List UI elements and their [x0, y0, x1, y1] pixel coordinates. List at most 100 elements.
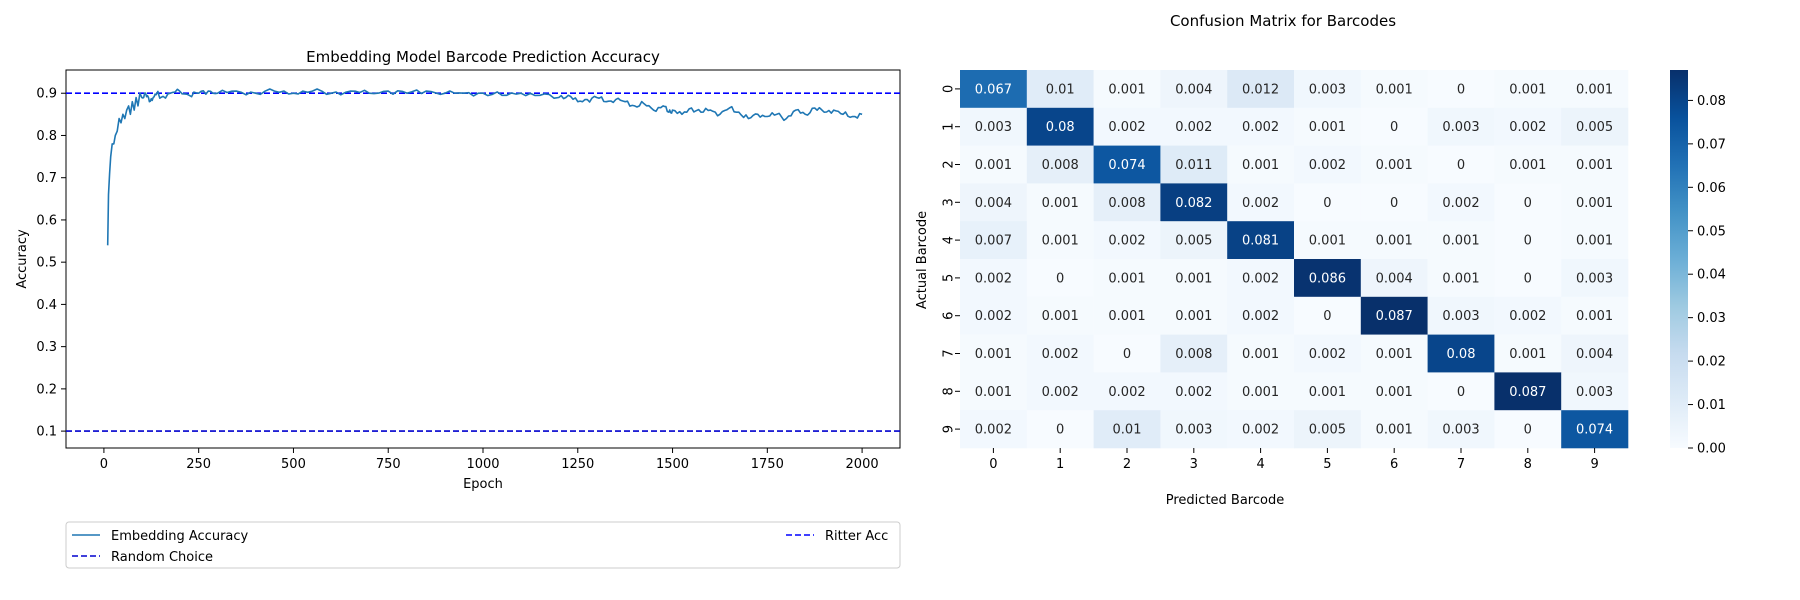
heatmap-cell	[960, 145, 1028, 184]
heatmap-y-ticks: 0 1 2 3 4 5 6 7 8 9	[942, 85, 960, 433]
heatmap-cell	[1427, 183, 1495, 222]
heatmap-cell	[1294, 372, 1362, 411]
heatmap-cell	[1427, 107, 1495, 146]
colorbar-ticks: 0.00 0.01 0.02 0.03 0.04 0.05 0.06 0.07 0.08	[1688, 94, 1726, 457]
heatmap-cell-label: 0.001	[1242, 385, 1279, 400]
x-tick-label: 1750	[751, 457, 784, 472]
heatmap-cell	[1294, 221, 1362, 260]
heatmap-cell	[1227, 296, 1295, 335]
heatmap-cell-label: 0.002	[1175, 120, 1212, 135]
y-tick-label: 0.1	[36, 425, 57, 440]
heatmap-y-tick-label: 9	[942, 425, 957, 433]
heatmap-cell-label: 0.002	[1509, 120, 1546, 135]
heatmap-cell	[1427, 145, 1495, 184]
heatmap-cell	[1427, 296, 1495, 335]
heatmap-cell	[1026, 183, 1094, 222]
x-tick-label: 1500	[656, 457, 689, 472]
heatmap-cell	[1093, 334, 1161, 373]
heatmap-cell	[1561, 145, 1629, 184]
heatmap-cell	[1093, 70, 1161, 109]
heatmap-cell	[1561, 372, 1629, 411]
line-chart-title: Embedding Model Barcode Prediction Accur…	[306, 48, 660, 66]
heatmap-cell-label: 0.074	[1108, 158, 1145, 173]
heatmap-cell-label: 0.001	[1576, 234, 1613, 249]
heatmap-cell	[960, 183, 1028, 222]
heatmap-cell	[1160, 70, 1228, 109]
heatmap-cell-label: 0	[1524, 234, 1532, 249]
heatmap-y-tick-label: 4	[942, 236, 957, 244]
heatmap-cell-label: 0.003	[1576, 385, 1613, 400]
heatmap-cell	[1093, 410, 1161, 449]
heatmap-cell	[1026, 334, 1094, 373]
colorbar-tick-label: 0.05	[1697, 224, 1726, 239]
heatmap-cell-label: 0.002	[1309, 158, 1346, 173]
heatmap-cell	[1093, 296, 1161, 335]
heatmap-cell	[1294, 183, 1362, 222]
heatmap-cell-label: 0.001	[1242, 158, 1279, 173]
heatmap-x-tick-label: 3	[1190, 457, 1198, 472]
heatmap-x-tick-label: 5	[1323, 457, 1331, 472]
heatmap-y-label: Actual Barcode	[915, 211, 930, 309]
heatmap-cell	[1494, 410, 1562, 449]
heatmap-cell-label: 0.067	[975, 82, 1012, 97]
heatmap-cell	[1561, 296, 1629, 335]
y-tick-label: 0.8	[36, 129, 57, 144]
heatmap-cell	[1427, 372, 1495, 411]
heatmap-cell-label: 0.002	[1242, 271, 1279, 286]
heatmap-cell	[960, 334, 1028, 373]
heatmap-cell-label: 0.003	[1442, 120, 1479, 135]
heatmap-cell-label: 0.08	[1046, 120, 1075, 135]
heatmap-cell-label: 0.001	[1309, 120, 1346, 135]
heatmap-cell-label: 0.001	[1376, 347, 1413, 362]
heatmap-x-label: Predicted Barcode	[1166, 493, 1284, 508]
heatmap-cell-label: 0.002	[1242, 423, 1279, 438]
heatmap-cell	[1360, 221, 1428, 260]
heatmap-cell	[1494, 296, 1562, 335]
heatmap-cell-label: 0.002	[1242, 196, 1279, 211]
heatmap-cell-label: 0	[1056, 423, 1064, 438]
heatmap-cell	[1360, 259, 1428, 298]
heatmap-cell-label: 0.001	[1509, 347, 1546, 362]
heatmap-cell	[1294, 107, 1362, 146]
y-tick-label: 0.5	[36, 256, 57, 271]
heatmap-cell-label: 0.001	[1376, 82, 1413, 97]
colorbar-tick-label: 0.07	[1697, 137, 1726, 152]
heatmap-cell-label: 0.002	[1242, 120, 1279, 135]
heatmap-cell	[1494, 145, 1562, 184]
heatmap-cell	[1294, 334, 1362, 373]
heatmap-cell-label: 0.001	[1108, 309, 1145, 324]
heatmap-cell-label: 0.002	[975, 271, 1012, 286]
heatmap-cell-label: 0	[1457, 82, 1465, 97]
heatmap-cell	[1093, 372, 1161, 411]
heatmap-cell-label: 0	[1323, 309, 1331, 324]
heatmap-cell-label: 0.01	[1046, 82, 1075, 97]
heatmap-cell	[1227, 410, 1295, 449]
heatmap-cell-label: 0.001	[1576, 158, 1613, 173]
heatmap-cell	[1561, 410, 1629, 449]
heatmap-cell-label: 0.012	[1242, 82, 1279, 97]
heatmap-cell-label: 0	[1457, 158, 1465, 173]
heatmap-cell-label: 0.003	[1309, 82, 1346, 97]
heatmap-cell-label: 0.087	[1376, 309, 1413, 324]
legend-label-ritter: Ritter Acc	[825, 529, 888, 544]
x-tick-label: 750	[376, 457, 401, 472]
colorbar-tick-label: 0.03	[1697, 311, 1726, 326]
heatmap-cell	[1561, 183, 1629, 222]
heatmap-cell-label: 0.074	[1576, 423, 1613, 438]
heatmap-cell	[1294, 70, 1362, 109]
heatmap-title: Confusion Matrix for Barcodes	[1170, 12, 1396, 30]
heatmap-cell-label: 0.001	[975, 347, 1012, 362]
heatmap-cell-label: 0.002	[975, 423, 1012, 438]
heatmap-y-tick-label: 7	[942, 349, 957, 357]
heatmap-cell-label: 0.001	[1376, 234, 1413, 249]
x-tick-label: 1250	[561, 457, 594, 472]
heatmap-y-tick-label: 2	[942, 160, 957, 168]
heatmap-cell-label: 0.001	[1042, 196, 1079, 211]
heatmap-cell	[1494, 70, 1562, 109]
heatmap-cell-label: 0.003	[1175, 423, 1212, 438]
heatmap-cell-label: 0.001	[1442, 234, 1479, 249]
heatmap-x-tick-label: 6	[1390, 457, 1398, 472]
heatmap-cell	[1026, 70, 1094, 109]
heatmap-cell	[1360, 107, 1428, 146]
